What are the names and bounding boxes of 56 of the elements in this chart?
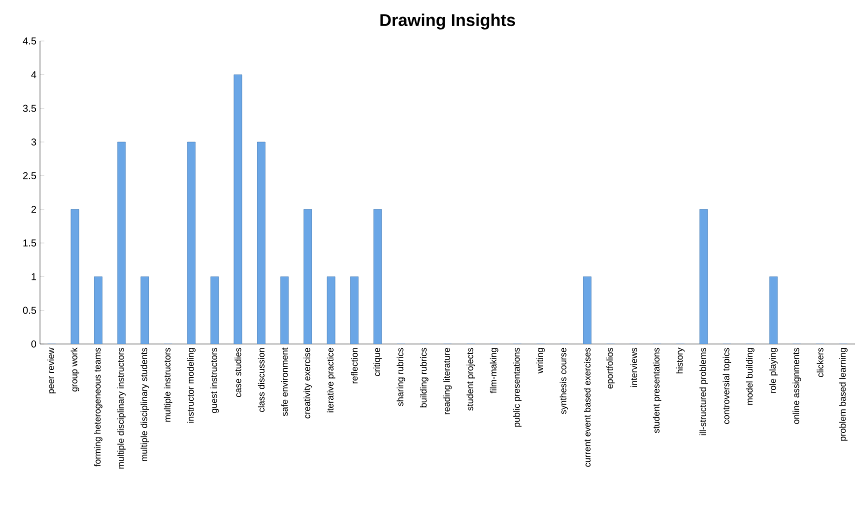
x-tick-label: sharing rubrics — [396, 348, 406, 406]
y-tick-label: 0.5 — [23, 306, 36, 314]
x-tick-label: iterative practice — [326, 348, 336, 412]
chart-title: Drawing Insights — [380, 14, 516, 30]
x-tick-label: reflection — [351, 348, 358, 384]
x-tick-label: critique — [373, 348, 382, 376]
bar — [187, 142, 196, 344]
y-tick-label: 4.5 — [22, 38, 36, 44]
x-tick-label: student projects — [466, 348, 475, 411]
x-tick-label: guest instructors — [210, 348, 219, 413]
bar — [583, 276, 592, 344]
x-tick-label: film-making — [490, 348, 498, 394]
x-tick-label: controversial topics — [722, 348, 732, 424]
y-tick-label: 3.5 — [23, 104, 36, 112]
x-tick-label: history — [676, 348, 685, 374]
x-tick-label: multiple instructors — [164, 348, 172, 422]
x-tick-label: synthesis course — [560, 348, 568, 414]
y-tick-label: 2 — [31, 206, 36, 213]
x-tick-label: public presentations — [513, 348, 522, 427]
x-tick-label: ill-structured problems — [699, 348, 708, 436]
x-tick-label: problem based learning — [839, 348, 848, 441]
x-tick-label: eportfolios — [606, 348, 615, 389]
x-tick-label: forming heterogeneous teams — [94, 348, 102, 467]
y-tick-label: 3 — [31, 138, 36, 146]
x-tick-label: instructor modeling — [187, 348, 196, 423]
x-tick-label: current event based exercises — [584, 348, 591, 467]
x-tick-label: reading literature — [443, 348, 452, 414]
x-tick-label: building rubrics — [420, 348, 428, 408]
x-tick-label: interviews — [630, 348, 638, 387]
bar — [210, 276, 219, 344]
bar — [699, 209, 708, 344]
y-tick-label: 1 — [32, 273, 36, 280]
bar — [350, 276, 359, 344]
x-tick-label: writing — [536, 348, 545, 374]
x-tick-label: clickers — [816, 348, 824, 378]
x-tick-label: multiple disciplinary instructors — [117, 348, 126, 469]
bar — [94, 276, 102, 344]
bar — [304, 209, 312, 344]
y-tick-label: 1.5 — [23, 240, 36, 246]
x-tick-label: group work — [70, 348, 80, 392]
x-tick-label: multiple disciplinary students — [140, 348, 149, 462]
x-tick-label: online assignments — [792, 348, 801, 424]
x-tick-label: student presentations — [652, 348, 662, 434]
bar — [373, 209, 382, 344]
x-tick-label: safe environment — [281, 348, 288, 416]
y-tick-label: 2.5 — [23, 172, 36, 180]
y-tick-label: 4 — [31, 71, 36, 78]
x-tick-label: role playing — [769, 348, 778, 393]
x-tick-label: case studies — [234, 348, 242, 397]
y-tick-label: 0 — [31, 340, 36, 348]
x-tick-label: model building — [746, 348, 754, 405]
bar — [257, 142, 266, 344]
bar — [140, 276, 149, 344]
x-tick-label: peer review — [47, 348, 56, 394]
x-tick-label: creativity exercise — [304, 348, 312, 418]
x-tick-label: class discussion — [258, 348, 265, 412]
